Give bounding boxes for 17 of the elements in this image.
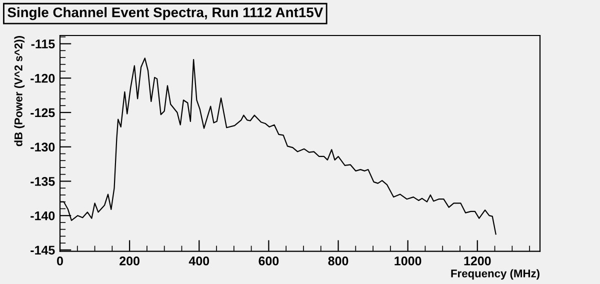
x-tick-label: 600 <box>258 256 279 266</box>
y-tick-label: -115 <box>31 40 55 48</box>
chart-title: Single Channel Event Spectra, Run 1112 Ant15V <box>8 7 324 20</box>
x-tick-label: 400 <box>188 256 210 266</box>
y-tick-label: -120 <box>30 74 55 83</box>
y-tick-label: -140 <box>30 211 55 220</box>
x-tick-label: 0 <box>57 256 63 266</box>
y-tick-label: -125 <box>30 108 55 118</box>
y-tick-label: -145 <box>30 246 55 255</box>
x-tick-label: 800 <box>328 256 348 266</box>
x-tick-label: 1000 <box>394 256 422 266</box>
y-tick-label: -130 <box>30 142 55 152</box>
x-axis-title: Frequency (MHz) <box>451 269 540 280</box>
x-tick-label: 200 <box>120 256 140 266</box>
y-axis-title: dB (Power (V^2 s^2)) <box>14 36 25 146</box>
y-tick-label: -135 <box>30 177 55 186</box>
x-tick-label: 1200 <box>464 256 491 266</box>
